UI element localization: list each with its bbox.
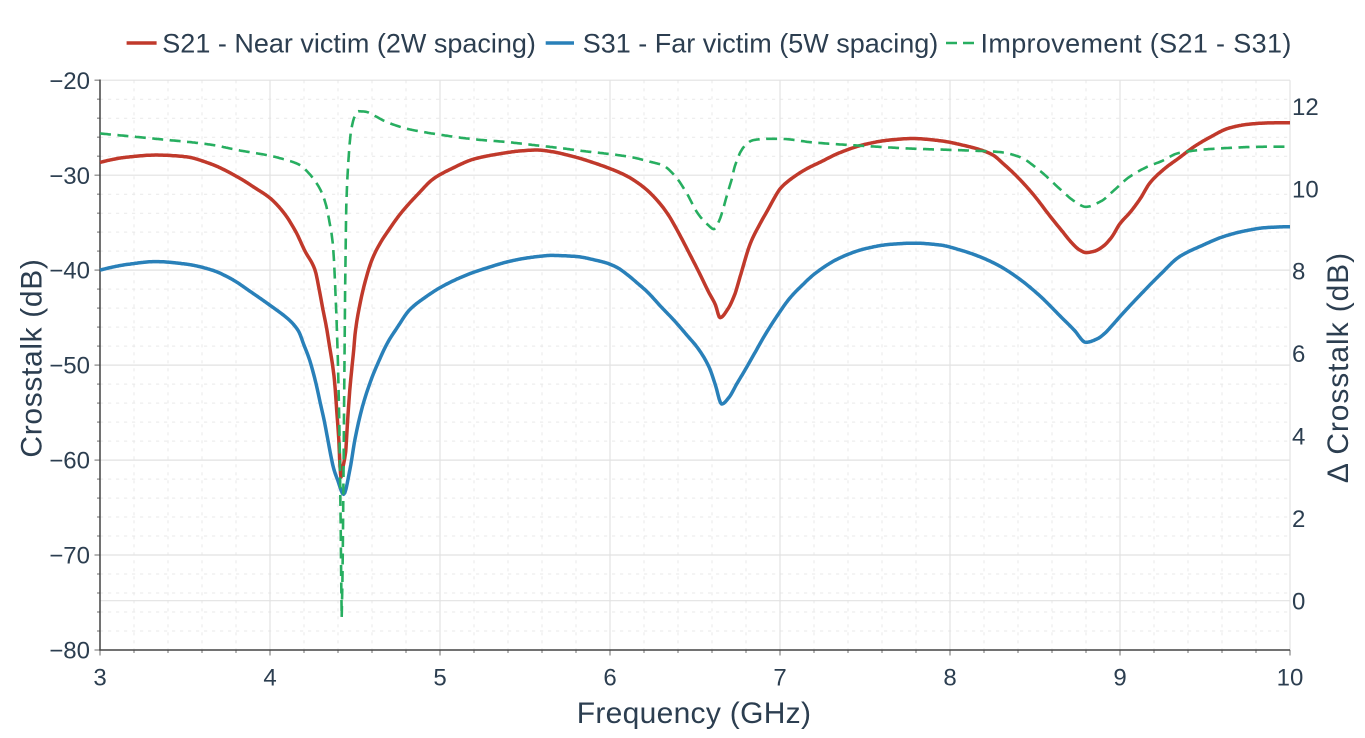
svg-text:0: 0 — [1292, 588, 1305, 615]
svg-text:5: 5 — [433, 665, 446, 692]
svg-text:7: 7 — [773, 665, 786, 692]
svg-text:9: 9 — [1113, 665, 1126, 692]
svg-text:−70: −70 — [49, 543, 90, 570]
svg-text:4: 4 — [1292, 424, 1305, 451]
svg-text:−60: −60 — [49, 448, 90, 475]
svg-text:3: 3 — [93, 665, 106, 692]
svg-text:Frequency (GHz): Frequency (GHz) — [577, 697, 812, 730]
svg-text:Improvement (S21 - S31): Improvement (S21 - S31) — [981, 28, 1292, 58]
svg-text:S21 - Near victim (2W spacing): S21 - Near victim (2W spacing) — [162, 28, 536, 58]
svg-text:10: 10 — [1277, 665, 1304, 692]
svg-text:Crosstalk (dB): Crosstalk (dB) — [16, 258, 49, 457]
svg-text:−80: −80 — [49, 638, 90, 665]
svg-text:6: 6 — [1292, 341, 1305, 368]
svg-text:6: 6 — [603, 665, 616, 692]
svg-text:12: 12 — [1292, 94, 1319, 121]
svg-text:−30: −30 — [49, 163, 90, 190]
svg-text:8: 8 — [1292, 259, 1305, 286]
svg-text:−50: −50 — [49, 353, 90, 380]
svg-text:Δ Crosstalk (dB): Δ Crosstalk (dB) — [1322, 252, 1355, 483]
svg-text:4: 4 — [263, 665, 276, 692]
svg-text:2: 2 — [1292, 506, 1305, 533]
svg-text:−20: −20 — [49, 68, 90, 95]
svg-text:S31 - Far victim (5W spacing): S31 - Far victim (5W spacing) — [583, 28, 939, 58]
svg-text:10: 10 — [1292, 176, 1319, 203]
svg-text:8: 8 — [943, 665, 956, 692]
svg-text:−40: −40 — [49, 258, 90, 285]
